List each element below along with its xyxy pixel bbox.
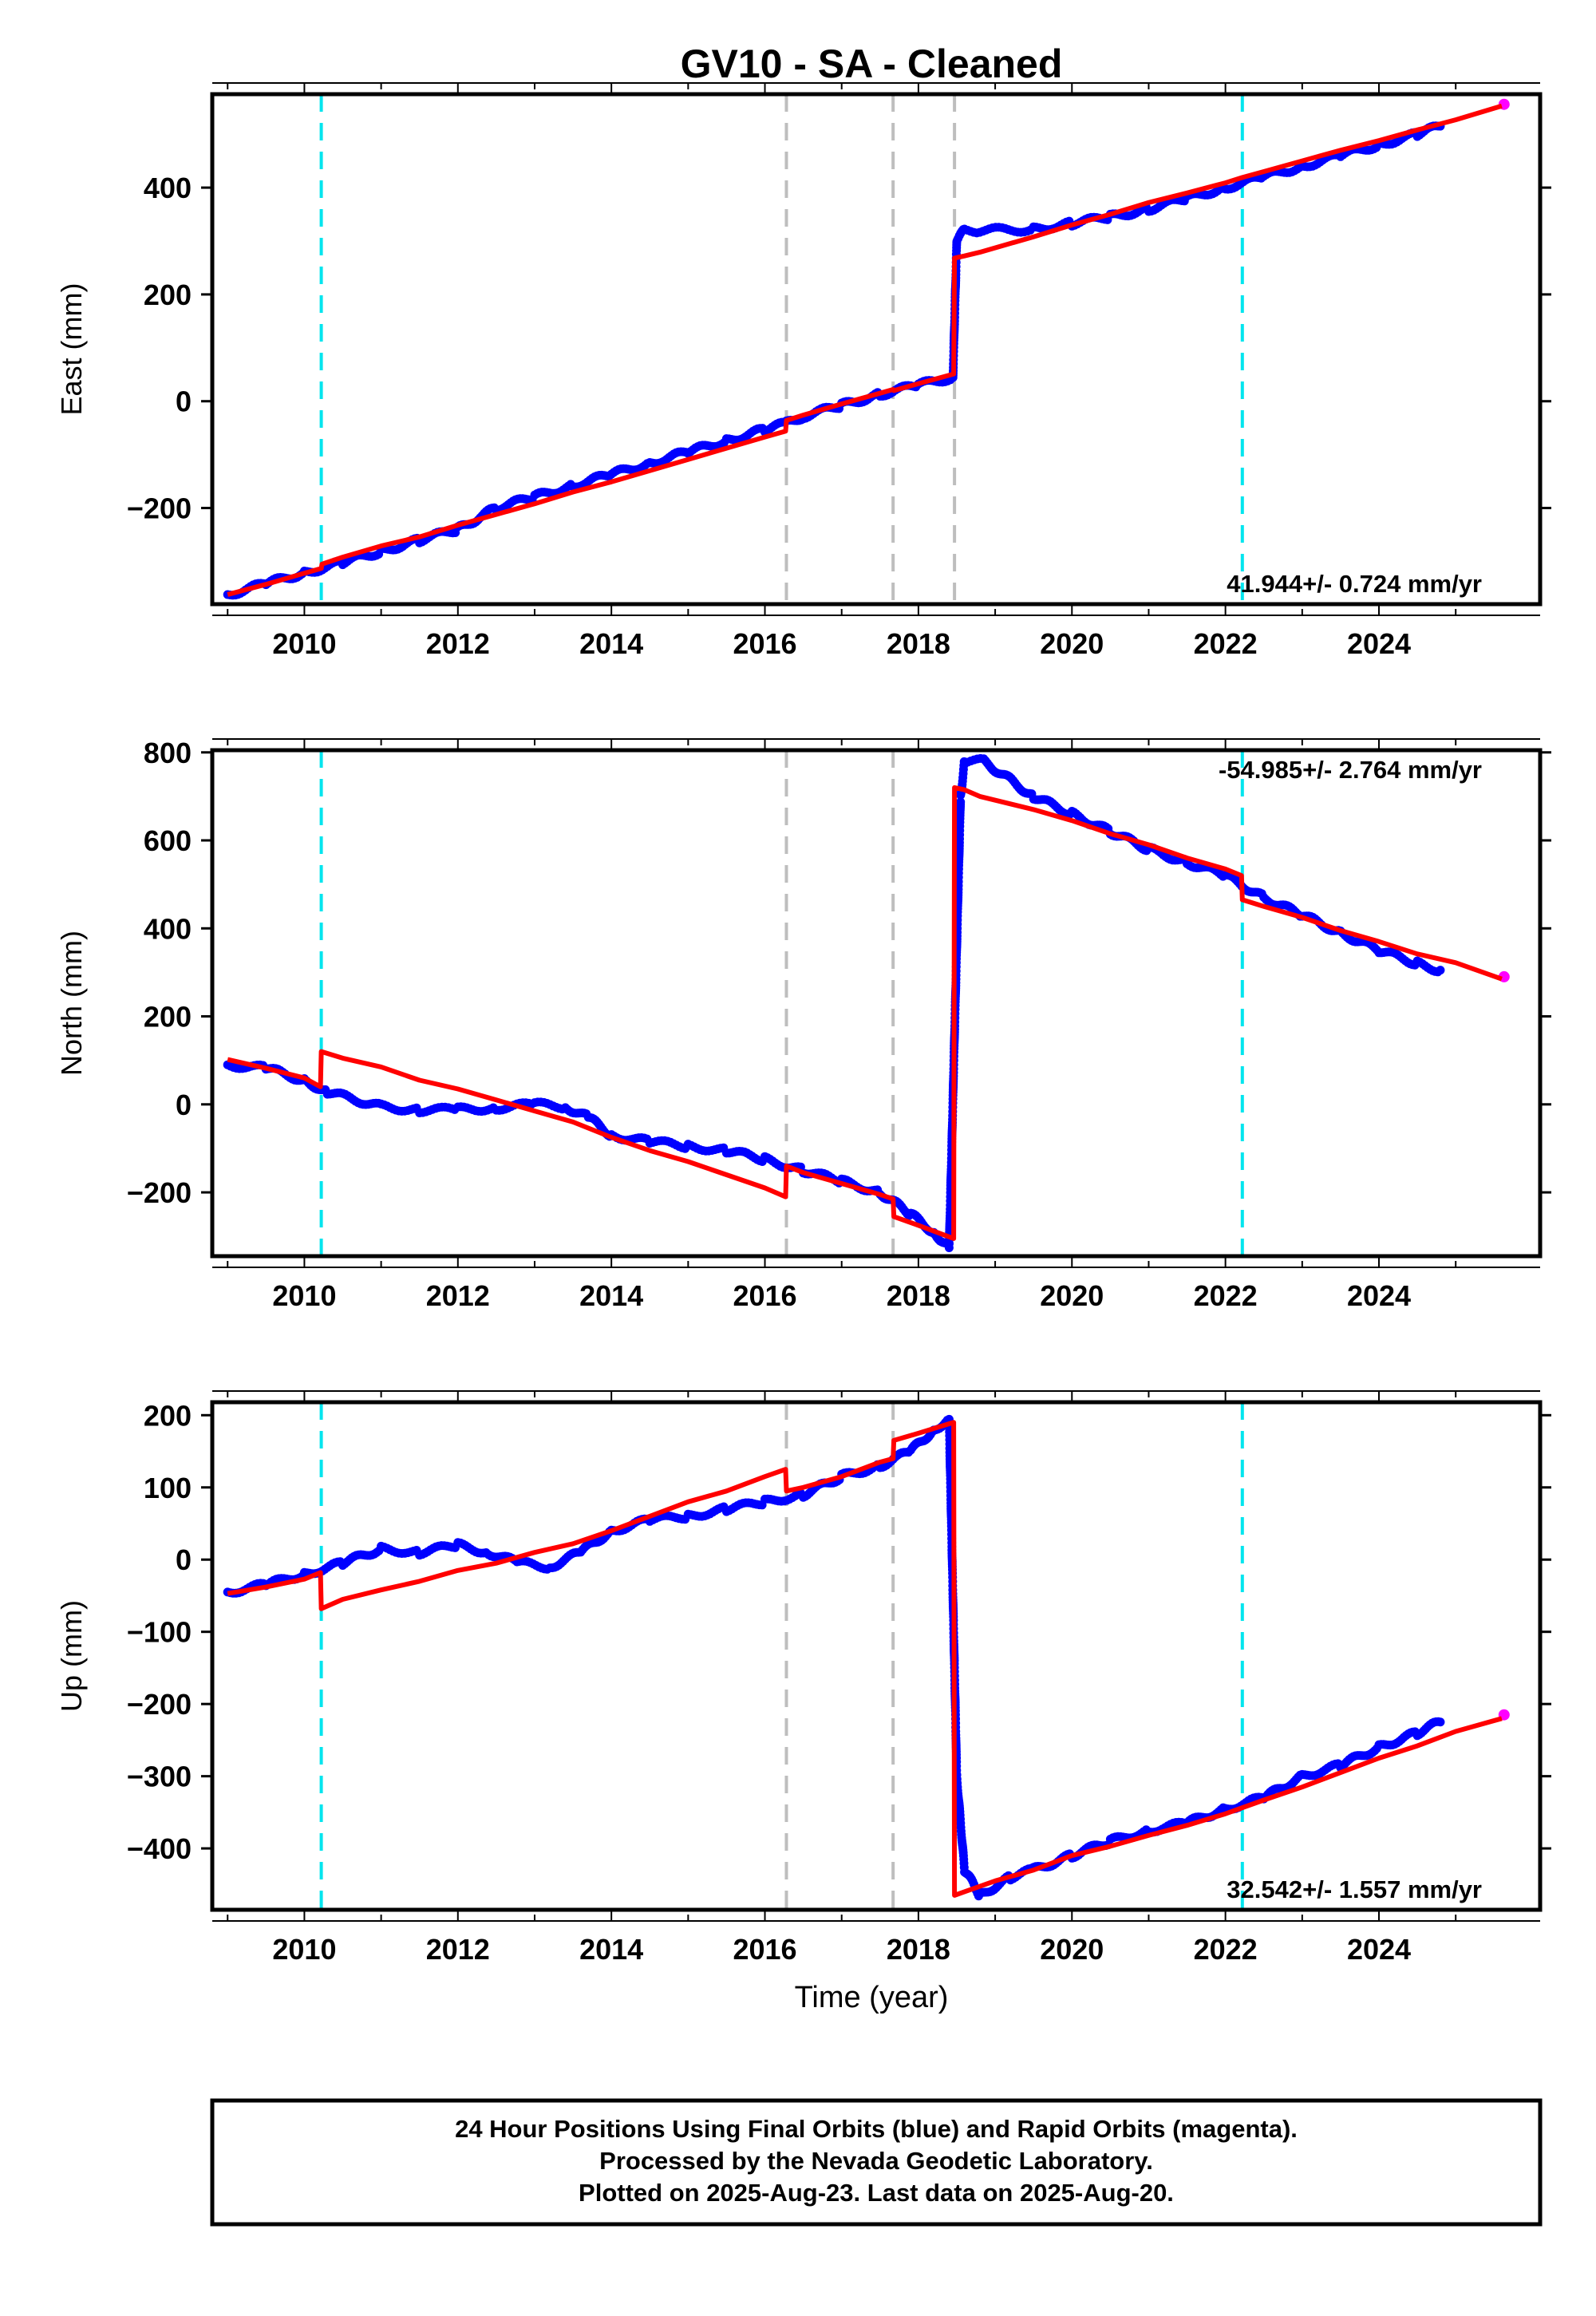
x-tick-label: 2014	[579, 1279, 643, 1312]
y-tick-label: 100	[144, 1472, 192, 1504]
y-tick-label: −300	[127, 1761, 192, 1793]
y-tick-label: 0	[176, 385, 192, 418]
y-tick-label: −400	[127, 1832, 192, 1865]
x-tick-label: 2010	[272, 1279, 336, 1312]
x-tick-label: 2020	[1040, 627, 1104, 660]
x-tick-label: 2014	[579, 1933, 643, 1966]
x-tick-label: 2014	[579, 627, 643, 660]
y-tick-label: 200	[144, 1399, 192, 1432]
y-tick-label: −200	[127, 492, 192, 525]
y-axis-label: Up (mm)	[55, 1600, 88, 1712]
x-tick-label: 2022	[1194, 627, 1258, 660]
x-tick-label: 2010	[272, 627, 336, 660]
y-tick-label: 400	[144, 172, 192, 204]
x-tick-label: 2016	[733, 1279, 796, 1312]
plot-frame	[210, 748, 1543, 1259]
velocity-label: -54.985+/- 2.764 mm/yr	[1219, 756, 1482, 784]
x-tick-label: 2024	[1347, 1933, 1411, 1966]
y-axis-label: East (mm)	[55, 283, 88, 416]
footer-line-2: Processed by the Nevada Geodetic Laborat…	[599, 2147, 1153, 2175]
y-tick-label: −200	[127, 1688, 192, 1721]
y-tick-label: 0	[176, 1543, 192, 1576]
footer-box	[210, 2098, 1543, 2227]
x-tick-label: 2016	[733, 627, 796, 660]
velocity-label: 41.944+/- 0.724 mm/yr	[1227, 570, 1482, 598]
x-tick-label: 2020	[1040, 1933, 1104, 1966]
y-axis-label: North (mm)	[55, 931, 88, 1076]
model-fit-line	[227, 785, 1503, 1241]
x-tick-label: 2022	[1194, 1279, 1258, 1312]
y-tick-label: 200	[144, 279, 192, 311]
velocity-label: 32.542+/- 1.557 mm/yr	[1227, 1875, 1482, 1903]
x-tick-label: 2022	[1194, 1933, 1258, 1966]
figure-title: GV10 - SA - Cleaned	[681, 41, 1063, 86]
panel-east: 2010 2012 2014 2016 2018 2020 2022 2024 −200 0 200…	[55, 82, 1551, 660]
x-tick-label: 2010	[272, 1933, 336, 1966]
final-position-point	[956, 797, 966, 807]
y-tick-label: 600	[144, 824, 192, 857]
y-tick-label: −200	[127, 1176, 192, 1209]
y-tick-label: 400	[144, 912, 192, 945]
x-tick-label: 2018	[887, 627, 950, 660]
x-axis-label: Time (year)	[795, 1981, 949, 2014]
footer-line-3: Plotted on 2025-Aug-23. Last data on 202…	[579, 2179, 1174, 2207]
panel-north: 2010 2012 2014 2016 2018 2020 2022 2024 −200 0 200…	[55, 737, 1551, 1312]
model-fit-line	[227, 103, 1503, 597]
x-tick-label: 2018	[887, 1279, 950, 1312]
y-tick-label: 200	[144, 1001, 192, 1034]
x-tick-label: 2016	[733, 1933, 796, 1966]
x-tick-label: 2012	[426, 1279, 490, 1312]
x-tick-label: 2024	[1347, 627, 1411, 660]
final-position-point	[1436, 966, 1445, 975]
panel-up: 2010 2012 2014 2016 2018 2020 2022 2024 −400 −300…	[55, 1390, 1551, 1966]
x-tick-label: 2024	[1347, 1279, 1411, 1312]
footer-line-1: 24 Hour Positions Using Final Orbits (bl…	[455, 2115, 1298, 2143]
x-tick-label: 2020	[1040, 1279, 1104, 1312]
x-tick-label: 2012	[426, 627, 490, 660]
y-tick-label: 0	[176, 1089, 192, 1121]
y-tick-label: 800	[144, 737, 192, 769]
plot-frame	[210, 1400, 1543, 1912]
x-tick-label: 2012	[426, 1933, 490, 1966]
y-tick-label: −100	[127, 1616, 192, 1649]
final-position-point	[1436, 1717, 1445, 1727]
x-tick-label: 2018	[887, 1933, 950, 1966]
model-fit-line	[227, 1420, 1503, 1898]
plot-frame	[210, 92, 1543, 607]
